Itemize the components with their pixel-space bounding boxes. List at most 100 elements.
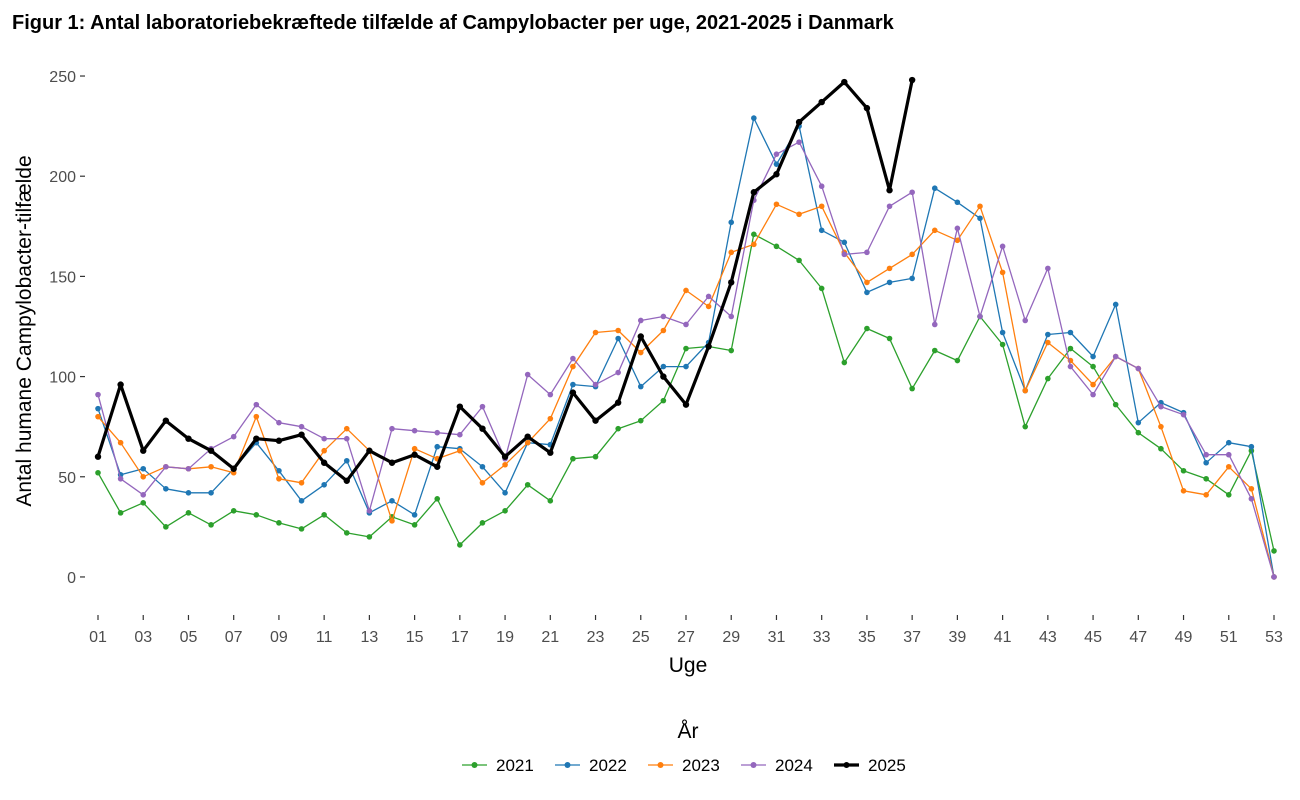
data-point-2021 xyxy=(208,522,214,528)
data-point-2023 xyxy=(1203,492,1209,498)
data-point-2022 xyxy=(864,289,870,296)
legend-title: År xyxy=(678,720,699,743)
data-point-2023 xyxy=(796,211,802,218)
data-point-2021 xyxy=(1158,445,1164,452)
data-point-2023 xyxy=(502,461,508,468)
data-point-2021 xyxy=(298,526,305,532)
legend: År 2021 2022 2023 2024 2025 xyxy=(462,720,906,775)
data-point-2024 xyxy=(389,425,395,432)
data-point-2023 xyxy=(1022,387,1029,394)
data-point-2024 xyxy=(185,465,192,472)
data-point-2025 xyxy=(795,118,803,126)
legend-swatch-point xyxy=(564,762,571,768)
data-point-2025 xyxy=(207,447,215,454)
data-point-2023 xyxy=(592,329,599,336)
data-point-2022 xyxy=(1203,459,1209,466)
data-point-2023 xyxy=(524,439,531,446)
data-point-2023 xyxy=(660,327,667,334)
data-point-2021 xyxy=(253,512,260,518)
data-point-2025 xyxy=(185,435,192,442)
data-point-2024 xyxy=(163,463,169,470)
data-point-2021 xyxy=(185,510,192,516)
data-point-2023 xyxy=(140,473,147,480)
data-point-2025 xyxy=(660,373,667,380)
data-point-2025 xyxy=(547,449,554,456)
legend-swatch-point xyxy=(750,762,757,768)
data-point-2024 xyxy=(547,391,554,398)
data-point-2022 xyxy=(931,185,938,192)
data-point-2022 xyxy=(660,363,667,370)
data-point-2023 xyxy=(457,447,463,454)
data-point-2021 xyxy=(660,397,667,404)
data-point-2025 xyxy=(366,447,373,454)
data-point-2024 xyxy=(999,243,1006,250)
data-point-2021 xyxy=(1271,548,1277,554)
data-point-2024 xyxy=(230,433,237,440)
data-point-2024 xyxy=(1225,451,1232,458)
y-tick-label: 50 xyxy=(58,470,76,487)
data-point-2024 xyxy=(1271,574,1277,580)
x-tick-label: 41 xyxy=(994,629,1012,646)
data-point-2025 xyxy=(140,447,147,454)
data-point-2024 xyxy=(977,313,983,320)
data-point-2024 xyxy=(615,369,621,376)
data-point-2023 xyxy=(321,447,327,454)
data-point-2021 xyxy=(886,335,893,342)
data-point-2024 xyxy=(366,508,373,514)
data-point-2024 xyxy=(479,403,486,410)
data-point-2022 xyxy=(728,219,735,226)
legend-swatch-point xyxy=(843,762,850,768)
data-point-2023 xyxy=(977,203,983,210)
x-tick-label: 13 xyxy=(360,629,378,646)
data-point-2022 xyxy=(411,512,418,518)
data-point-2025 xyxy=(479,425,486,432)
x-tick-label: 05 xyxy=(180,629,198,646)
data-point-2024 xyxy=(570,355,576,362)
data-point-2021 xyxy=(411,522,418,528)
data-point-2021 xyxy=(592,453,599,460)
data-point-2025 xyxy=(411,451,418,458)
data-point-2021 xyxy=(1203,475,1209,482)
series-line-2024 xyxy=(97,141,1275,578)
data-point-2021 xyxy=(1067,345,1074,352)
data-point-2021 xyxy=(163,524,169,530)
x-tick-label: 03 xyxy=(134,629,152,646)
data-point-2024 xyxy=(660,313,667,320)
data-point-2022 xyxy=(683,363,689,370)
data-point-2022 xyxy=(637,383,644,390)
data-point-2024 xyxy=(1067,363,1074,370)
legend-item-2021: 2021 xyxy=(462,756,534,775)
data-point-2022 xyxy=(434,443,441,450)
y-tick-label: 100 xyxy=(49,370,76,387)
data-point-2021 xyxy=(999,341,1006,348)
data-point-2024 xyxy=(524,371,531,378)
data-point-2023 xyxy=(1090,381,1096,388)
data-point-2021 xyxy=(1022,423,1029,430)
x-tick-label: 53 xyxy=(1265,629,1283,646)
x-tick-label: 09 xyxy=(270,629,288,646)
y-axis: 0 50 100 150 200 250 xyxy=(49,69,85,587)
data-point-2021 xyxy=(1180,467,1187,474)
data-point-2025 xyxy=(886,187,893,194)
x-tick-label: 07 xyxy=(225,629,243,646)
data-point-2021 xyxy=(728,347,735,354)
data-point-2024 xyxy=(298,423,305,430)
chart-title: Figur 1: Antal laboratoriebekræftede til… xyxy=(12,12,894,34)
data-point-2021 xyxy=(818,285,825,292)
data-point-2021 xyxy=(434,496,441,502)
data-point-2025 xyxy=(750,189,758,196)
data-point-2023 xyxy=(864,279,870,286)
x-tick-label: 29 xyxy=(722,629,740,646)
data-point-2022 xyxy=(163,485,169,492)
data-point-2021 xyxy=(479,520,486,526)
data-point-2023 xyxy=(705,303,712,310)
data-point-2023 xyxy=(683,287,689,294)
data-point-2023 xyxy=(298,479,305,486)
data-point-2025 xyxy=(614,399,622,406)
data-point-2023 xyxy=(389,518,395,524)
data-point-2023 xyxy=(728,249,735,256)
data-point-2021 xyxy=(864,325,870,332)
series-line-2021 xyxy=(97,233,1275,552)
data-point-2021 xyxy=(637,417,644,424)
data-point-2021 xyxy=(841,359,848,366)
